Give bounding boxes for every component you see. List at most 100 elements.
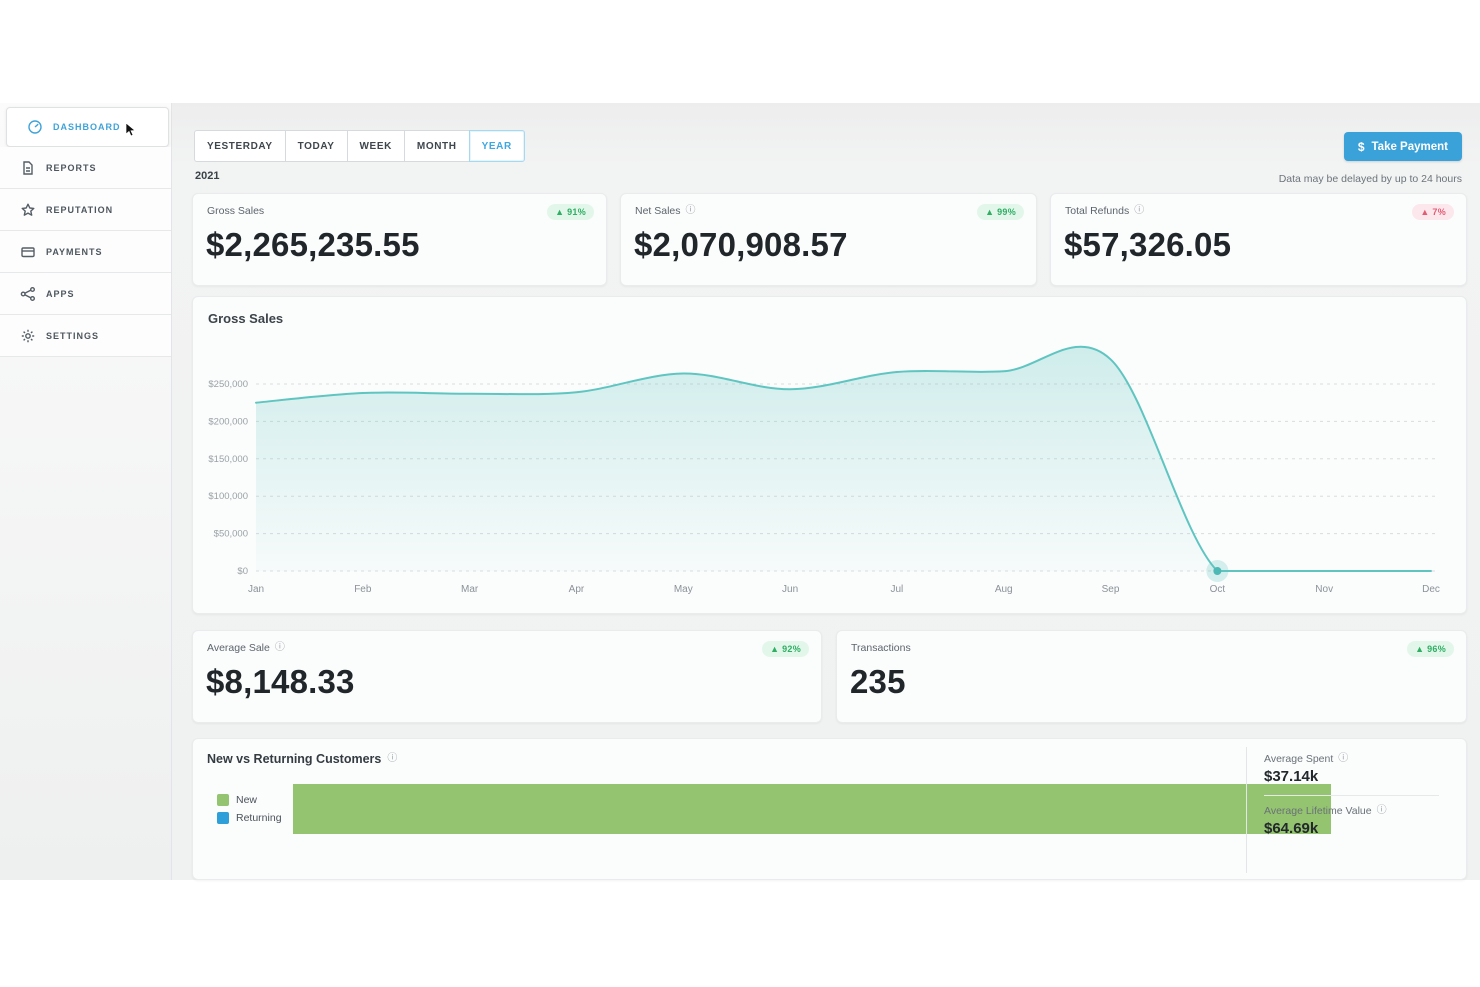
- content-area: DASHBOARD REPORTS REPUTATION: [0, 103, 1480, 880]
- tab-today[interactable]: TODAY: [284, 130, 347, 162]
- x-axis-tick-label: May: [674, 584, 693, 595]
- sidebar-item-label: PAYMENTS: [46, 246, 103, 257]
- legend-swatch-returning: [217, 812, 229, 824]
- tab-month[interactable]: MONTH: [403, 130, 469, 162]
- bar-segment-new: [293, 784, 1331, 834]
- y-axis-tick-label: $250,000: [208, 379, 248, 390]
- y-axis-tick-label: $200,000: [208, 416, 248, 427]
- kpi-value: $2,070,908.57: [634, 226, 848, 263]
- highlight-point[interactable]: [1213, 567, 1222, 575]
- sidebar-item-reports[interactable]: REPORTS: [0, 147, 171, 189]
- sidebar-item-dashboard[interactable]: DASHBOARD: [6, 107, 169, 147]
- legend-item-new: New: [217, 794, 282, 806]
- sidebar-item-settings[interactable]: SETTINGS: [0, 315, 171, 357]
- info-icon[interactable]: ⓘ: [1376, 805, 1387, 816]
- data-delay-notice: Data may be delayed by up to 24 hours: [1278, 173, 1462, 185]
- x-axis-tick-label: Jan: [248, 584, 264, 595]
- y-axis-tick-label: $50,000: [214, 529, 248, 540]
- sidebar-item-label: APPS: [46, 288, 75, 299]
- kpi-label: Gross Sales: [207, 205, 265, 217]
- y-axis-tick-label: $100,000: [208, 491, 248, 502]
- legend-swatch-new: [217, 794, 229, 806]
- sidebar: DASHBOARD REPORTS REPUTATION: [0, 103, 172, 880]
- reports-icon: [20, 160, 36, 176]
- tab-year[interactable]: YEAR: [468, 130, 525, 162]
- date-range-tabs: YESTERDAY TODAY WEEK MONTH YEAR: [194, 130, 525, 162]
- x-axis-tick-label: Oct: [1210, 584, 1226, 595]
- tab-week[interactable]: WEEK: [346, 130, 404, 162]
- sidebar-item-reputation[interactable]: REPUTATION: [0, 189, 171, 231]
- y-axis-tick-label: $150,000: [208, 454, 248, 465]
- change-badge: ▲ 7%: [1412, 204, 1454, 220]
- stat-value: $64.69k: [1264, 820, 1319, 837]
- kpi-value: $8,148.33: [206, 663, 355, 700]
- stats-divider: [1264, 795, 1439, 796]
- sidebar-item-label: REPUTATION: [46, 204, 114, 215]
- kpi-card-gross-sales: Gross Sales ▲ 91% $2,265,235.55: [192, 193, 607, 286]
- kpi-card-net-sales: Net Sales ⓘ ▲ 99% $2,070,908.57: [620, 193, 1037, 286]
- payments-icon: [20, 244, 36, 260]
- kpi-card-total-refunds: Total Refunds ⓘ ▲ 7% $57,326.05: [1050, 193, 1467, 286]
- customers-stats-panel: Average Spent ⓘ $37.14k Average Lifetime…: [1246, 747, 1456, 873]
- x-axis-tick-label: Sep: [1102, 584, 1120, 595]
- main-area: YESTERDAY TODAY WEEK MONTH YEAR $ Take P…: [172, 103, 1480, 880]
- customers-title: New vs Returning Customers: [207, 752, 382, 766]
- kpi-label: Average Sale: [207, 642, 270, 654]
- reputation-icon: [20, 202, 36, 218]
- info-icon[interactable]: ⓘ: [685, 205, 696, 216]
- y-axis-tick-label: $0: [237, 566, 248, 577]
- stat-value: $37.14k: [1264, 768, 1319, 785]
- kpi-label: Transactions: [851, 642, 911, 654]
- gross-sales-chart-card: Gross Sales $0 $50,000 $100,000 $150,000 $20…: [192, 296, 1467, 614]
- x-axis-tick-label: Jun: [782, 584, 798, 595]
- kpi-value: 235: [850, 663, 906, 700]
- sidebar-item-label: REPORTS: [46, 162, 97, 173]
- apps-icon: [20, 286, 36, 302]
- gross-sales-area-chart[interactable]: $0 $50,000 $100,000 $150,000 $200,000 $250,00…: [193, 297, 1468, 615]
- kpi-card-transactions: Transactions ▲ 96% 235: [836, 630, 1467, 723]
- kpi-value: $57,326.05: [1064, 226, 1232, 263]
- dashboard-icon: [27, 119, 43, 135]
- change-badge: ▲ 92%: [762, 641, 809, 657]
- info-icon[interactable]: ⓘ: [1134, 205, 1145, 216]
- kpi-card-average-sale: Average Sale ⓘ ▲ 92% $8,148.33: [192, 630, 822, 723]
- dollar-icon: $: [1357, 139, 1365, 154]
- stat-label: Average Lifetime Value: [1264, 805, 1372, 817]
- x-axis-tick-label: Aug: [995, 584, 1013, 595]
- sidebar-item-label: SETTINGS: [46, 330, 100, 341]
- legend-item-returning: Returning: [217, 812, 282, 824]
- x-axis-tick-label: Jul: [891, 584, 904, 595]
- take-payment-label: Take Payment: [1371, 140, 1449, 153]
- x-axis-tick-label: Feb: [354, 584, 372, 595]
- sidebar-item-apps[interactable]: APPS: [0, 273, 171, 315]
- info-icon[interactable]: ⓘ: [387, 753, 398, 764]
- change-badge: ▲ 99%: [977, 204, 1024, 220]
- period-label: 2021: [195, 170, 220, 182]
- mouse-cursor: [125, 122, 136, 137]
- tab-yesterday[interactable]: YESTERDAY: [194, 130, 285, 162]
- change-badge: ▲ 91%: [547, 204, 594, 220]
- kpi-label: Net Sales: [635, 205, 681, 217]
- kpi-value: $2,265,235.55: [206, 226, 420, 263]
- x-axis-tick-label: Mar: [461, 584, 479, 595]
- legend-label: Returning: [236, 812, 282, 824]
- info-icon[interactable]: ⓘ: [274, 642, 285, 653]
- x-axis-tick-label: Nov: [1315, 584, 1333, 595]
- x-axis-tick-label: Apr: [569, 584, 585, 595]
- legend-label: New: [236, 794, 258, 806]
- info-icon[interactable]: ⓘ: [1338, 753, 1349, 764]
- kpi-label: Total Refunds: [1065, 205, 1130, 217]
- chart-title: Gross Sales: [208, 311, 284, 326]
- stat-label: Average Spent: [1264, 753, 1334, 765]
- new-vs-returning-card: New vs Returning Customers ⓘ New Returni…: [192, 738, 1467, 880]
- sidebar-item-label: DASHBOARD: [53, 122, 121, 132]
- customers-legend: New Returning: [217, 794, 282, 830]
- x-axis-tick-label: Dec: [1422, 584, 1440, 595]
- settings-icon: [20, 328, 36, 344]
- take-payment-button[interactable]: $ Take Payment: [1343, 132, 1462, 161]
- sidebar-item-payments[interactable]: PAYMENTS: [0, 231, 171, 273]
- change-badge: ▲ 96%: [1407, 641, 1454, 657]
- customers-stacked-bar[interactable]: [293, 784, 1331, 834]
- area-fill: [256, 346, 1431, 571]
